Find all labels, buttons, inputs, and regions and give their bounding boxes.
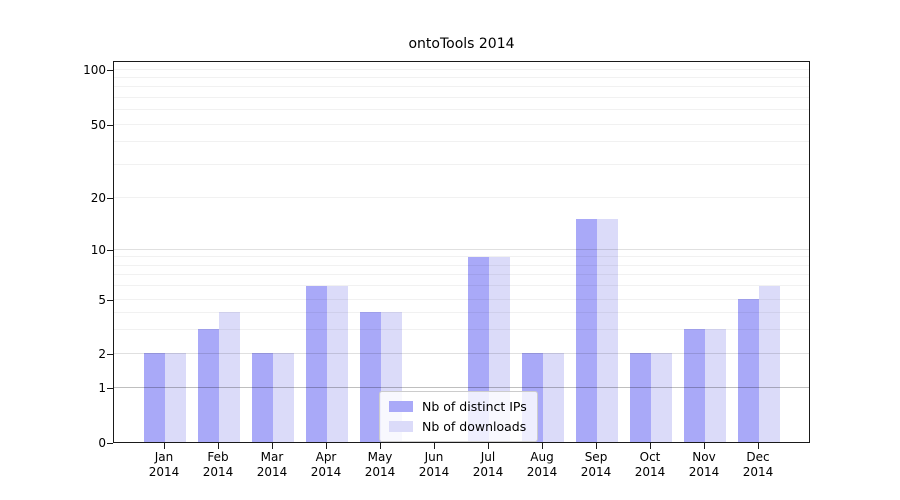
bar-apr-downloads <box>327 286 348 442</box>
bar-jan-distinct-ips <box>144 353 165 442</box>
x-tick-mark <box>218 443 219 449</box>
y-tick-mark <box>107 442 113 444</box>
legend-item-downloads: Nb of downloads <box>389 419 527 434</box>
y-tick-label-10: 10 <box>90 243 106 257</box>
x-tick-label-aug: Aug 2014 <box>526 450 558 479</box>
legend-swatch-downloads <box>389 421 413 432</box>
x-tick-mark <box>434 443 435 449</box>
x-tick-label-apr: Apr 2014 <box>310 450 342 479</box>
bar-aug-downloads <box>543 353 564 442</box>
bar-may-distinct-ips <box>360 312 381 442</box>
y-tick-label-50: 50 <box>90 118 106 132</box>
y-tick-label-1: 1 <box>98 381 106 395</box>
x-tick-label-jan: Jan 2014 <box>148 450 180 479</box>
legend-label-downloads: Nb of downloads <box>422 419 527 434</box>
x-tick-label-jul: Jul 2014 <box>472 450 504 479</box>
x-tick-label-may: May 2014 <box>364 450 396 479</box>
x-tick-mark <box>488 443 489 449</box>
x-tick-label-nov: Nov 2014 <box>688 450 720 479</box>
bar-oct-distinct-ips <box>630 353 651 442</box>
x-tick-label-sep: Sep 2014 <box>580 450 612 479</box>
bar-mar-downloads <box>273 353 294 442</box>
bar-feb-downloads <box>219 312 240 442</box>
x-tick-label-jun: Jun 2014 <box>418 450 450 479</box>
y-tick-label-0: 0 <box>98 436 106 450</box>
bar-nov-distinct-ips <box>684 329 705 442</box>
legend: Nb of distinct IPs Nb of downloads <box>379 391 538 442</box>
bar-apr-distinct-ips <box>306 286 327 442</box>
x-tick-label-oct: Oct 2014 <box>634 450 666 479</box>
bar-dec-distinct-ips <box>738 299 759 442</box>
x-tick-mark <box>596 443 597 449</box>
y-tick-label-100: 100 <box>83 63 106 77</box>
bar-feb-distinct-ips <box>198 329 219 442</box>
y-tick-mark <box>107 249 113 251</box>
x-tick-mark <box>326 443 327 449</box>
x-tick-label-feb: Feb 2014 <box>202 450 234 479</box>
legend-swatch-distinct-ips <box>389 401 413 412</box>
y-tick-mark <box>107 387 113 389</box>
bar-dec-downloads <box>759 286 780 442</box>
y-tick-mark <box>107 124 113 126</box>
legend-item-distinct-ips: Nb of distinct IPs <box>389 399 527 414</box>
y-tick-mark <box>107 197 113 199</box>
y-tick-label-20: 20 <box>90 191 106 205</box>
x-tick-mark <box>272 443 273 449</box>
x-tick-mark <box>380 443 381 449</box>
x-tick-mark <box>704 443 705 449</box>
x-tick-label-dec: Dec 2014 <box>742 450 774 479</box>
y-tick-mark <box>107 69 113 71</box>
legend-label-distinct-ips: Nb of distinct IPs <box>422 399 527 414</box>
chart-title: ontoTools 2014 <box>408 36 515 52</box>
bar-sep-distinct-ips <box>576 219 597 442</box>
bar-mar-distinct-ips <box>252 353 273 442</box>
bar-jan-downloads <box>165 353 186 442</box>
plot-area: Nb of distinct IPs Nb of downloads <box>113 61 810 443</box>
x-tick-mark <box>758 443 759 449</box>
x-tick-label-mar: Mar 2014 <box>256 450 288 479</box>
x-tick-mark <box>164 443 165 449</box>
y-tick-label-2: 2 <box>98 347 106 361</box>
bars-layer <box>114 62 809 442</box>
bar-oct-downloads <box>651 353 672 442</box>
y-tick-label-5: 5 <box>98 293 106 307</box>
x-tick-mark <box>542 443 543 449</box>
y-tick-mark <box>107 299 113 301</box>
bar-nov-downloads <box>705 329 726 442</box>
bar-sep-downloads <box>597 219 618 442</box>
x-tick-mark <box>650 443 651 449</box>
y-tick-mark <box>107 353 113 355</box>
